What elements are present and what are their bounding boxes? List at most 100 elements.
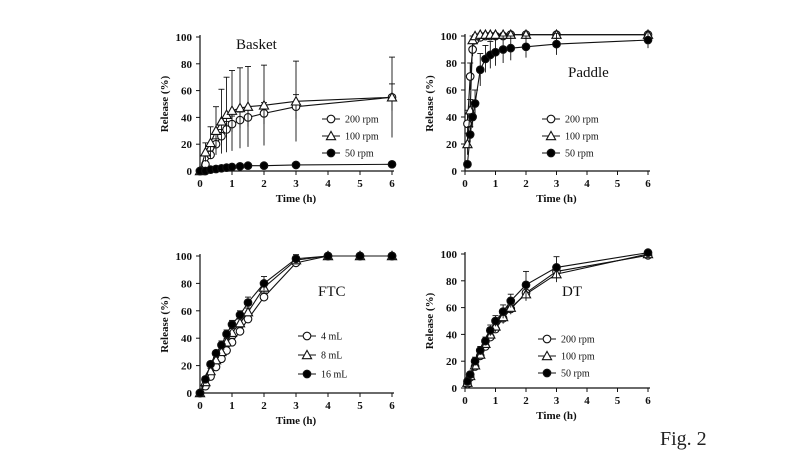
y-tick-label: 40: [181, 112, 193, 124]
data-point: [211, 348, 221, 358]
data-point: [355, 251, 365, 261]
y-tick-label: 60: [181, 306, 193, 318]
x-tick-label: 1: [229, 400, 235, 412]
legend-label: 16 mL: [321, 370, 347, 381]
y-tick-label: 0: [187, 166, 193, 178]
series-line: [466, 39, 649, 165]
legend-label: 100 rpm: [345, 132, 379, 143]
y-tick-label: 80: [446, 276, 458, 288]
legend-marker: [541, 350, 553, 361]
data-point: [291, 160, 301, 170]
series-16-ml: [195, 251, 397, 398]
data-point: [506, 296, 516, 306]
data-point: [234, 102, 246, 113]
legend-entry: 50 rpm: [538, 369, 590, 380]
data-point: [643, 35, 653, 45]
y-tick-label: 80: [446, 58, 458, 70]
data-point: [475, 346, 485, 355]
data-point: [470, 356, 480, 366]
x-tick-label: 1: [493, 178, 499, 190]
x-tick-label: 5: [357, 178, 363, 190]
data-point: [290, 95, 302, 106]
chart-title: DT: [562, 284, 582, 300]
legend-marker: [325, 130, 337, 141]
y-tick-label: 20: [446, 356, 458, 368]
y-axis-label: Release (%): [159, 75, 171, 132]
data-point: [498, 307, 508, 316]
chart-title: FTC: [318, 284, 346, 300]
data-point: [234, 317, 246, 328]
data-point: [386, 91, 398, 102]
x-tick-label: 3: [293, 178, 299, 190]
legend-marker: [546, 114, 556, 124]
data-point: [506, 43, 516, 53]
x-tick-label: 0: [197, 178, 203, 190]
series-8-ml: [194, 250, 398, 398]
data-point: [491, 47, 500, 57]
x-tick-label: 6: [645, 395, 651, 407]
legend-label: 50 rpm: [561, 369, 590, 380]
x-tick-label: 6: [645, 178, 651, 190]
x-tick-label: 4: [584, 395, 590, 407]
x-tick-label: 2: [261, 178, 267, 190]
chart-title: Paddle: [568, 65, 609, 81]
y-tick-label: 60: [181, 86, 193, 98]
data-point: [201, 374, 210, 384]
data-point: [242, 306, 254, 317]
x-tick-label: 3: [554, 395, 560, 407]
data-point: [243, 298, 253, 307]
x-axis-label: Time (h): [536, 410, 577, 422]
chart-panel-ftc: 0 20 40 60 80 100 0 1 2 3 4 5 6 Time (h) Release (%) FT…: [159, 250, 398, 427]
legend-label: 200 rpm: [561, 335, 595, 346]
legend-marker: [302, 331, 312, 341]
y-axis-label: Release (%): [424, 292, 436, 349]
legend-entry: 100 rpm: [542, 130, 599, 143]
legend-label: 8 mL: [321, 351, 342, 362]
x-tick-label: 2: [523, 178, 529, 190]
legend-marker: [301, 349, 313, 360]
chart-panel-dt: 0 20 40 60 80 100 0 1 2 3 4 5 6 Time (h) Release (%) DT…: [424, 248, 654, 422]
data-point: [227, 320, 237, 329]
y-tick-label: 80: [181, 278, 193, 290]
x-tick-label: 4: [584, 178, 590, 190]
data-point: [226, 104, 238, 115]
legend-marker: [542, 334, 552, 344]
data-point: [235, 310, 245, 320]
x-tick-label: 6: [389, 178, 395, 190]
data-point: [465, 370, 475, 379]
y-axis-label: Release (%): [159, 296, 171, 353]
y-tick-label: 100: [176, 32, 193, 44]
x-axis-label: Time (h): [276, 193, 317, 205]
legend-label: 100 rpm: [561, 352, 595, 363]
y-tick-label: 0: [452, 166, 458, 178]
data-point: [243, 161, 253, 170]
data-point: [258, 99, 270, 110]
data-point: [465, 72, 475, 81]
data-point: [206, 359, 215, 369]
x-axis-label: Time (h): [276, 415, 317, 427]
series-4-ml: [195, 251, 397, 398]
data-point: [217, 340, 226, 350]
data-point: [468, 112, 477, 122]
data-point: [259, 279, 269, 288]
legend-label: 50 rpm: [565, 149, 594, 160]
legend-entry: 200 rpm: [538, 335, 595, 346]
series-50-rpm: [463, 31, 653, 169]
x-tick-label: 0: [462, 178, 468, 190]
data-point: [465, 130, 475, 139]
x-tick-label: 2: [261, 400, 267, 412]
legend-marker: [326, 114, 336, 124]
legend-label: 4 mL: [321, 332, 342, 343]
legend-marker: [302, 369, 312, 379]
y-tick-label: 20: [181, 139, 193, 151]
data-point: [210, 125, 222, 136]
chart-panel-basket: 0 20 40 60 80 100 0 1 2 3 4 5 6 Time (h) Release (%) Ba…: [159, 32, 398, 205]
data-point: [485, 326, 495, 335]
legend-label: 200 rpm: [565, 115, 599, 126]
data-point: [552, 263, 561, 272]
legend-entry: 50 rpm: [322, 149, 374, 160]
data-point: [215, 115, 227, 126]
data-point: [222, 329, 231, 339]
x-tick-label: 1: [493, 395, 499, 407]
